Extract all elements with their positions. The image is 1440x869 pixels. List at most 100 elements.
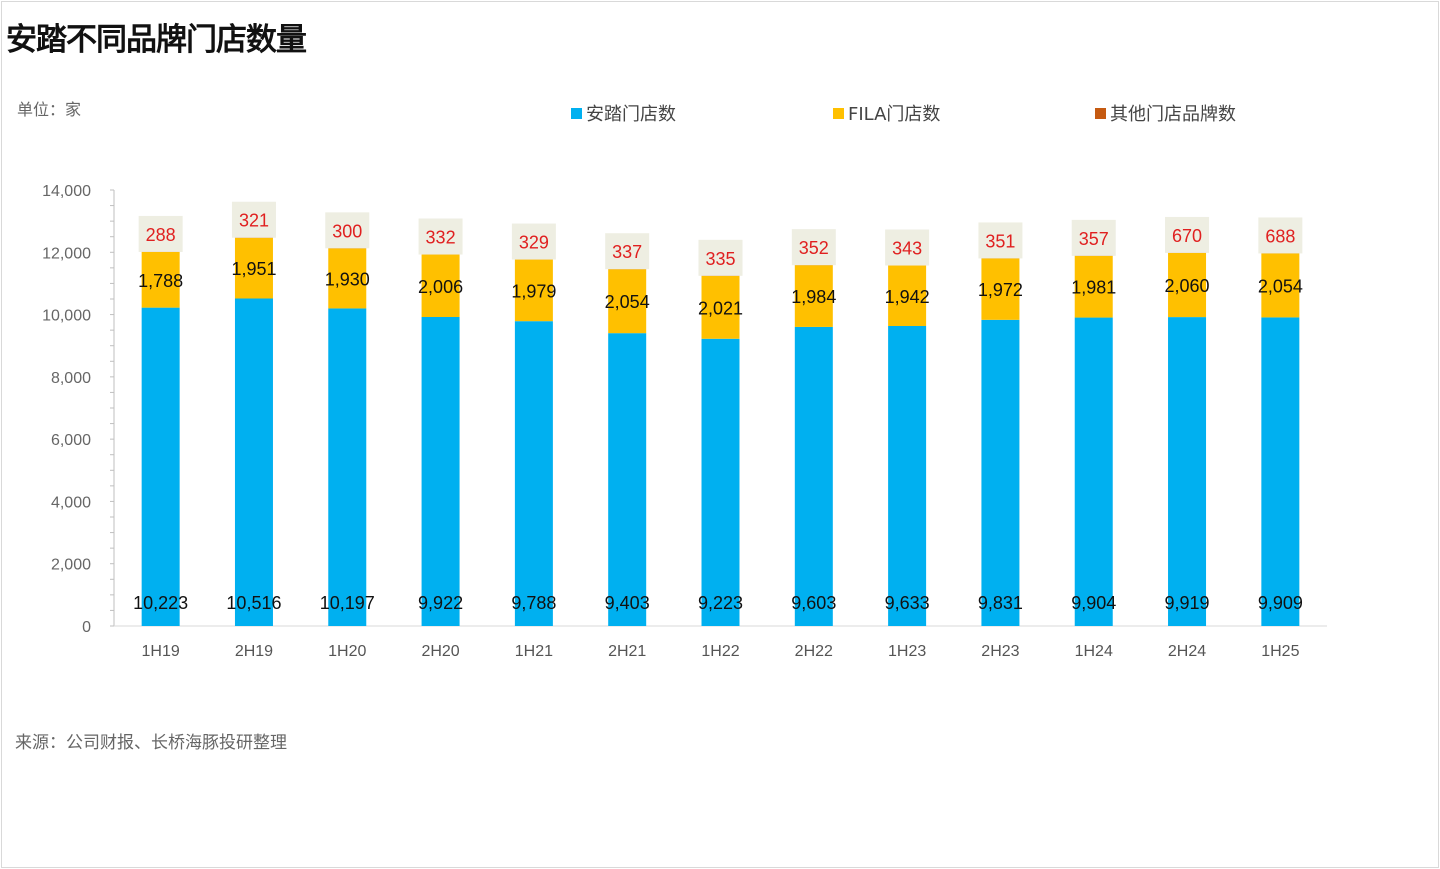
data-label-anta: 9,831 <box>978 593 1023 613</box>
legend-item-other: 其他门店品牌数 <box>1095 100 1236 126</box>
bar-anta <box>421 317 460 626</box>
data-label-other: 352 <box>799 238 829 258</box>
x-tick-label: 1H23 <box>888 643 926 660</box>
data-label-other: 351 <box>985 231 1015 251</box>
data-label-other: 337 <box>612 242 642 262</box>
y-tick-label: 8,000 <box>51 370 91 387</box>
data-label-fila: 1,942 <box>885 287 930 307</box>
data-label-other: 288 <box>146 225 176 245</box>
bar-anta <box>1261 317 1300 626</box>
data-label-anta: 9,603 <box>791 593 836 613</box>
data-label-other: 332 <box>426 228 456 248</box>
source-note: 来源：公司财报、长桥海豚投研整理 <box>15 733 287 753</box>
bar-anta <box>608 333 647 626</box>
data-label-anta: 9,223 <box>698 593 743 613</box>
legend-item-fila: FILA门店数 <box>833 100 940 126</box>
data-label-other: 329 <box>519 233 549 253</box>
y-tick-label: 2,000 <box>51 557 91 574</box>
bar-fila <box>234 237 273 299</box>
data-label-other: 670 <box>1172 226 1202 246</box>
data-label-box <box>511 223 556 260</box>
data-label-box <box>978 222 1023 259</box>
legend-swatch <box>571 107 582 119</box>
bar-anta <box>328 308 367 626</box>
bar-anta <box>514 321 553 626</box>
bar-anta <box>1074 317 1113 626</box>
data-label-fila: 1,788 <box>138 271 183 291</box>
bar-fila <box>421 254 460 318</box>
y-tick-label: 14,000 <box>42 183 91 200</box>
bar-anta <box>888 326 927 626</box>
legend-swatch <box>833 107 844 119</box>
data-label-box <box>605 233 650 270</box>
data-label-other: 343 <box>892 239 922 259</box>
x-tick-label: 2H21 <box>608 643 646 660</box>
data-label-box <box>418 218 463 255</box>
bar-fila <box>701 275 740 339</box>
y-tick-label: 10,000 <box>42 308 91 325</box>
x-tick-label: 2H22 <box>795 643 833 660</box>
data-label-anta: 10,516 <box>226 593 281 613</box>
data-label-other: 357 <box>1079 229 1109 249</box>
data-label-anta: 9,919 <box>1165 593 1210 613</box>
data-label-anta: 9,904 <box>1071 593 1116 613</box>
data-label-anta: 9,922 <box>418 593 463 613</box>
x-tick-label: 1H25 <box>1261 643 1299 660</box>
bar-anta <box>794 326 833 626</box>
data-label-other: 335 <box>705 249 735 269</box>
bar-fila <box>794 265 833 327</box>
bar-fila <box>328 248 367 309</box>
data-label-fila: 2,021 <box>698 298 743 318</box>
x-tick-label: 1H22 <box>701 643 739 660</box>
y-tick-label: 6,000 <box>51 432 91 449</box>
chart-title: 安踏不同品牌门店数量 <box>6 22 307 58</box>
data-label-fila: 1,951 <box>231 259 276 279</box>
data-label-fila: 2,054 <box>1258 276 1303 296</box>
data-label-anta: 9,788 <box>511 593 556 613</box>
data-label-fila: 2,006 <box>418 277 463 297</box>
data-label-fila: 1,972 <box>978 280 1023 300</box>
data-label-box <box>885 229 930 266</box>
data-label-anta: 10,223 <box>133 593 188 613</box>
x-tick-label: 2H20 <box>421 643 459 660</box>
data-label-box <box>791 229 836 266</box>
data-label-anta: 9,909 <box>1258 593 1303 613</box>
legend-label: 其他门店品牌数 <box>1110 104 1236 125</box>
bar-fila <box>608 269 647 334</box>
bar-anta <box>701 338 740 626</box>
bar-anta <box>981 319 1020 626</box>
x-tick-label: 1H20 <box>328 643 366 660</box>
x-tick-label: 2H23 <box>981 643 1019 660</box>
data-label-anta: 10,197 <box>320 593 375 613</box>
data-label-fila: 2,060 <box>1165 276 1210 296</box>
data-label-box <box>138 215 183 252</box>
data-label-fila: 1,981 <box>1071 278 1116 298</box>
data-label-other: 321 <box>239 211 269 231</box>
data-label-box <box>1071 219 1116 256</box>
data-label-anta: 9,403 <box>605 593 650 613</box>
x-tick-label: 2H19 <box>235 643 273 660</box>
data-label-box <box>231 201 276 238</box>
legend-label: FILA门店数 <box>848 104 941 125</box>
data-label-box <box>1258 217 1303 254</box>
legend-swatch <box>1095 107 1106 119</box>
data-label-box <box>1165 216 1210 253</box>
y-tick-label: 0 <box>82 619 91 636</box>
data-label-other: 688 <box>1265 226 1295 246</box>
bar-fila <box>981 258 1020 320</box>
bar-anta <box>141 307 180 626</box>
x-tick-label: 1H21 <box>515 643 553 660</box>
bar-fila <box>1074 255 1113 318</box>
data-label-fila: 1,979 <box>511 281 556 301</box>
bar-fila <box>141 251 180 308</box>
x-tick-label: 1H24 <box>1075 643 1113 660</box>
unit-label: 单位：家 <box>17 100 82 119</box>
y-tick-label: 4,000 <box>51 494 91 511</box>
data-label-box <box>698 239 743 276</box>
bar-fila <box>514 259 553 322</box>
data-label-other: 300 <box>332 221 362 241</box>
data-label-anta: 9,633 <box>885 593 930 613</box>
legend-label: 安踏门店数 <box>586 104 676 125</box>
